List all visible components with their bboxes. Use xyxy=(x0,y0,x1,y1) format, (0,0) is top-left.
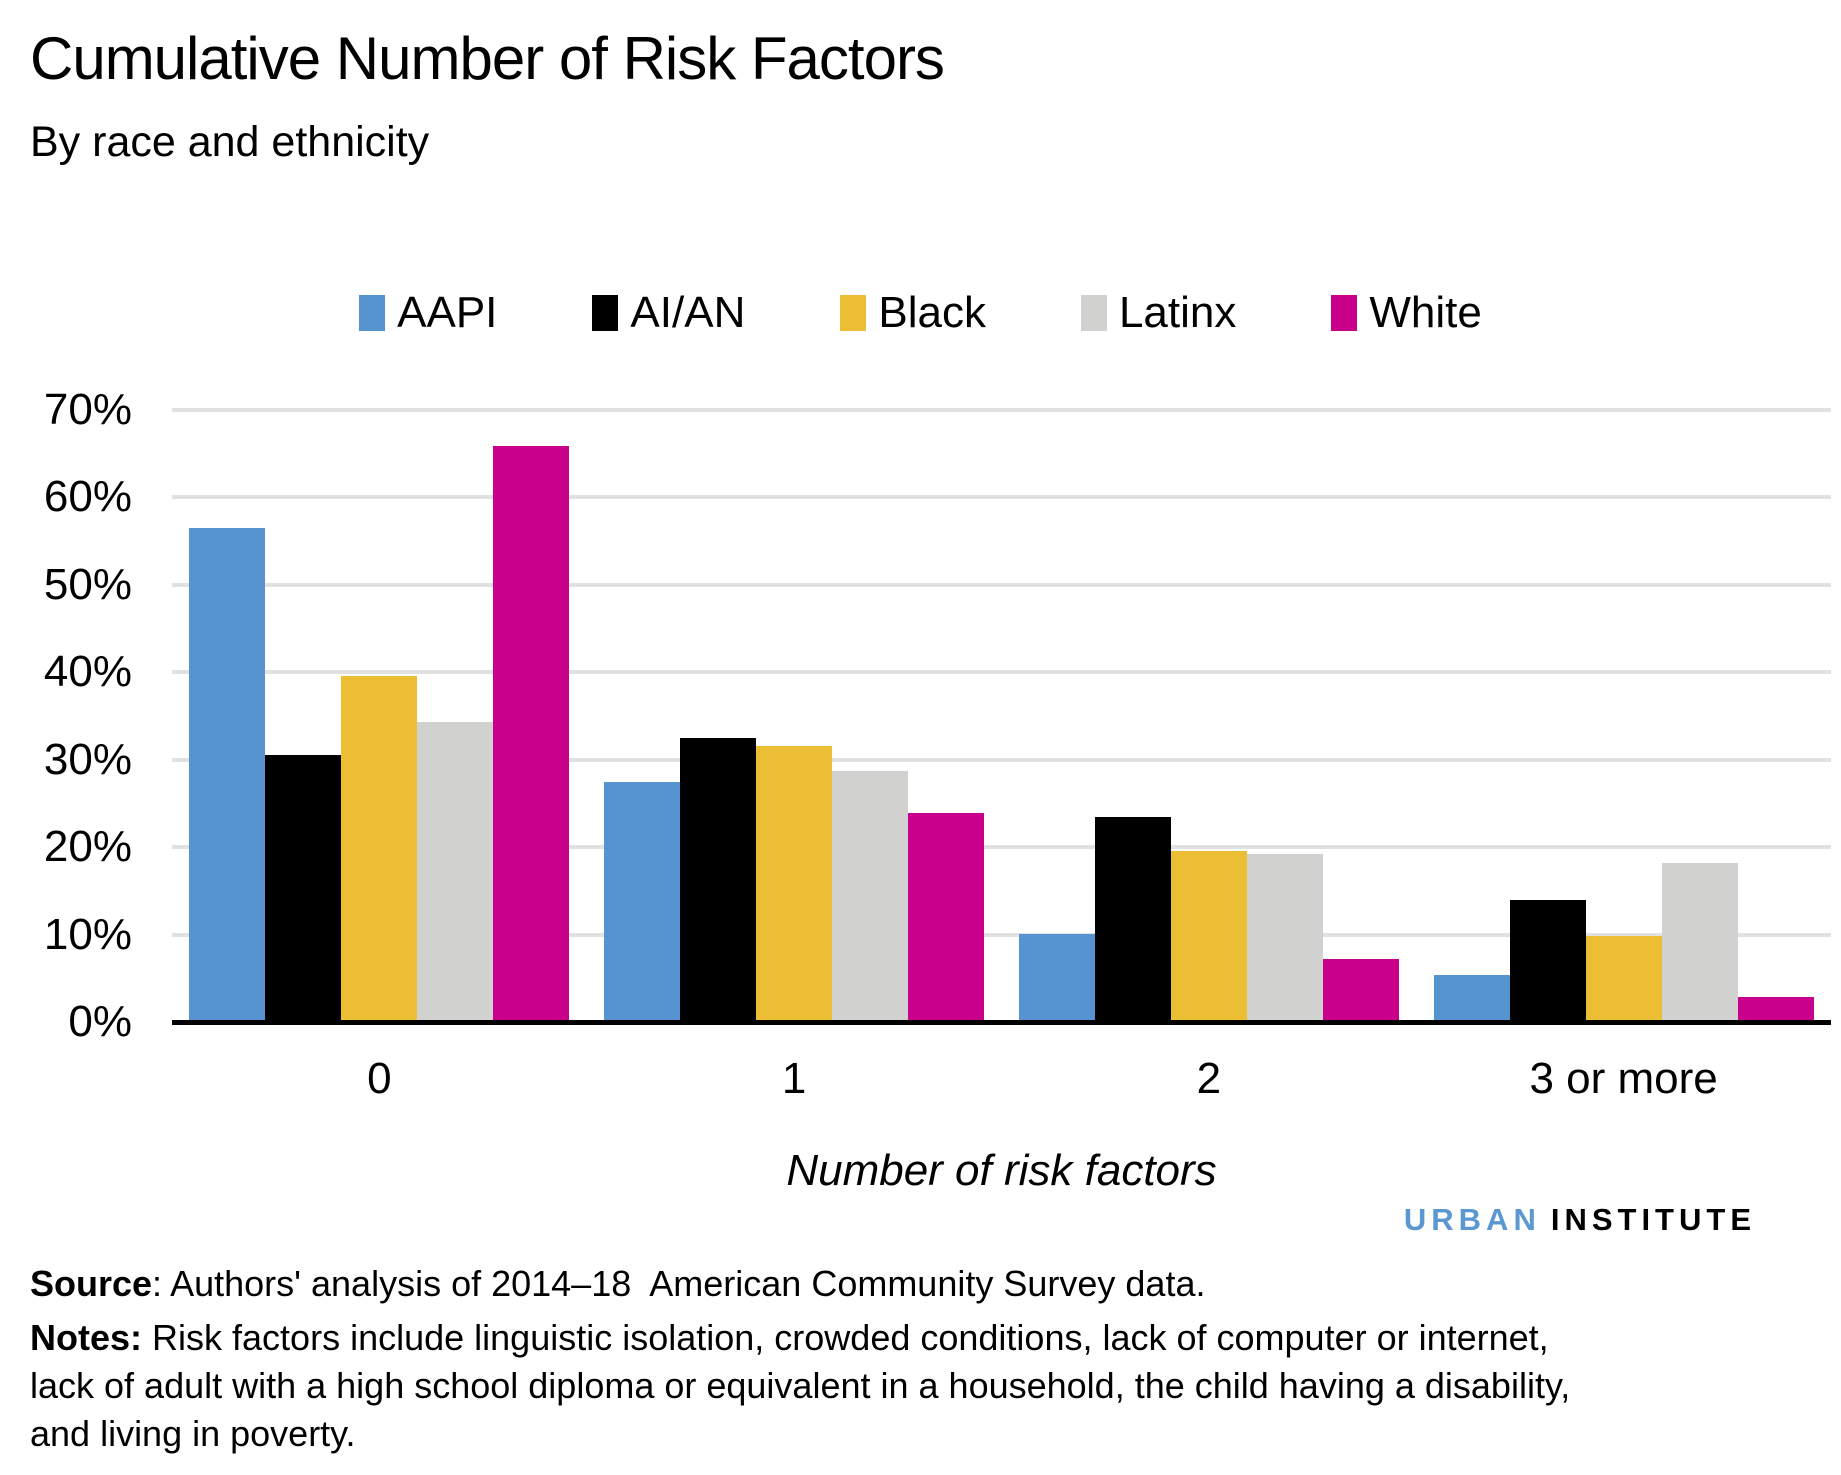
bar-black-1 xyxy=(756,745,833,1022)
legend-swatch-white xyxy=(1331,295,1358,331)
notes-line-1: Notes: Risk factors include linguistic i… xyxy=(30,1314,1820,1362)
y-tick-20: 20% xyxy=(43,822,132,872)
notes-label: Notes: xyxy=(30,1317,143,1358)
legend-swatch-aapi xyxy=(359,295,386,331)
legend-swatch-black xyxy=(840,295,867,331)
notes-block: Notes: Risk factors include linguistic i… xyxy=(30,1314,1820,1458)
legend-swatch-ai-an xyxy=(592,295,619,331)
legend-item-latinx: Latinx xyxy=(1080,288,1237,338)
logo-urban: URBAN xyxy=(1403,1202,1541,1237)
notes-line-3: and living in poverty. xyxy=(30,1413,356,1454)
bar-group-3-or-more xyxy=(1416,410,1831,1022)
x-axis-line xyxy=(172,1020,1831,1025)
y-tick-40: 40% xyxy=(43,647,132,697)
legend-item-ai-an: AI/AN xyxy=(592,288,745,338)
legend-label-black: Black xyxy=(878,288,986,337)
bar-white-2 xyxy=(1322,959,1399,1022)
legend-swatch-latinx xyxy=(1080,295,1107,331)
gridline-50 xyxy=(172,582,1831,587)
legend-item-black: Black xyxy=(840,288,986,338)
bar-black-3-or-more xyxy=(1585,936,1662,1022)
bar-white-3-or-more xyxy=(1737,996,1814,1022)
urban-institute-logo: URBAN INSTITUTE xyxy=(1404,1202,1756,1238)
y-tick-30: 30% xyxy=(43,734,132,784)
gridline-20 xyxy=(172,845,1831,850)
logo-institute: INSTITUTE xyxy=(1550,1202,1756,1237)
bar-ai-an-3-or-more xyxy=(1509,899,1586,1022)
bar-aapi-0 xyxy=(189,528,266,1022)
legend: AAPI AI/AN Black Latinx White xyxy=(0,288,1841,338)
notes-line-2: lack of adult with a high school diploma… xyxy=(30,1365,1571,1406)
bar-group-0 xyxy=(172,410,587,1022)
x-tick-2: 2 xyxy=(1196,1054,1222,1103)
x-tick-row: 0 1 2 3 or more xyxy=(172,1054,1831,1104)
y-tick-10: 10% xyxy=(43,909,132,959)
bar-white-1 xyxy=(908,813,985,1022)
gridline-10 xyxy=(172,932,1831,937)
bar-groups xyxy=(172,410,1831,1022)
x-tick-1: 1 xyxy=(781,1054,807,1103)
chart-title: Cumulative Number of Risk Factors xyxy=(30,25,945,92)
bar-white-0 xyxy=(493,445,570,1022)
source-label: Source xyxy=(30,1263,153,1304)
legend-label-white: White xyxy=(1369,288,1482,337)
gridline-70 xyxy=(172,408,1831,412)
bar-group-2 xyxy=(1002,410,1417,1022)
bar-ai-an-1 xyxy=(680,737,757,1022)
bar-aapi-2 xyxy=(1018,933,1095,1022)
legend-label-ai-an: AI/AN xyxy=(630,288,746,337)
gridline-30 xyxy=(172,757,1831,762)
bar-ai-an-2 xyxy=(1094,817,1171,1022)
chart-subtitle: By race and ethnicity xyxy=(30,118,430,166)
bar-latinx-2 xyxy=(1246,854,1323,1022)
y-tick-50: 50% xyxy=(43,559,132,609)
legend-label-aapi: AAPI xyxy=(397,288,498,337)
bar-aapi-1 xyxy=(604,782,681,1022)
gridline-40 xyxy=(172,670,1831,675)
plot-area: 0 1 2 3 or more 0% 10% 20% 30% 40% 50% 60% 70% xyxy=(44,385,1831,1103)
bar-latinx-3-or-more xyxy=(1661,862,1738,1022)
legend-item-white: White xyxy=(1331,288,1482,338)
x-axis-title: Number of risk factors xyxy=(786,1146,1217,1195)
gridline-60 xyxy=(172,495,1831,500)
bar-latinx-0 xyxy=(417,722,494,1022)
bar-ai-an-0 xyxy=(265,755,342,1022)
source-line: Source: Authors' analysis of 2014–18 Ame… xyxy=(30,1263,1205,1305)
bar-black-0 xyxy=(341,675,418,1022)
bar-latinx-1 xyxy=(832,771,909,1022)
x-tick-3-or-more: 3 or more xyxy=(1529,1054,1718,1103)
y-tick-0: 0% xyxy=(68,997,132,1046)
bar-group-1 xyxy=(587,410,1002,1022)
legend-label-latinx: Latinx xyxy=(1118,288,1237,337)
bar-black-2 xyxy=(1170,850,1247,1022)
notes-text-1: Risk factors include linguistic isolatio… xyxy=(152,1317,1549,1358)
source-text: : Authors' analysis of 2014–18 American … xyxy=(152,1263,1206,1304)
x-tick-0: 0 xyxy=(367,1054,392,1103)
y-tick-60: 60% xyxy=(43,472,132,522)
legend-item-aapi: AAPI xyxy=(359,288,497,338)
y-tick-70: 70% xyxy=(43,385,132,434)
bar-aapi-3-or-more xyxy=(1433,974,1510,1022)
